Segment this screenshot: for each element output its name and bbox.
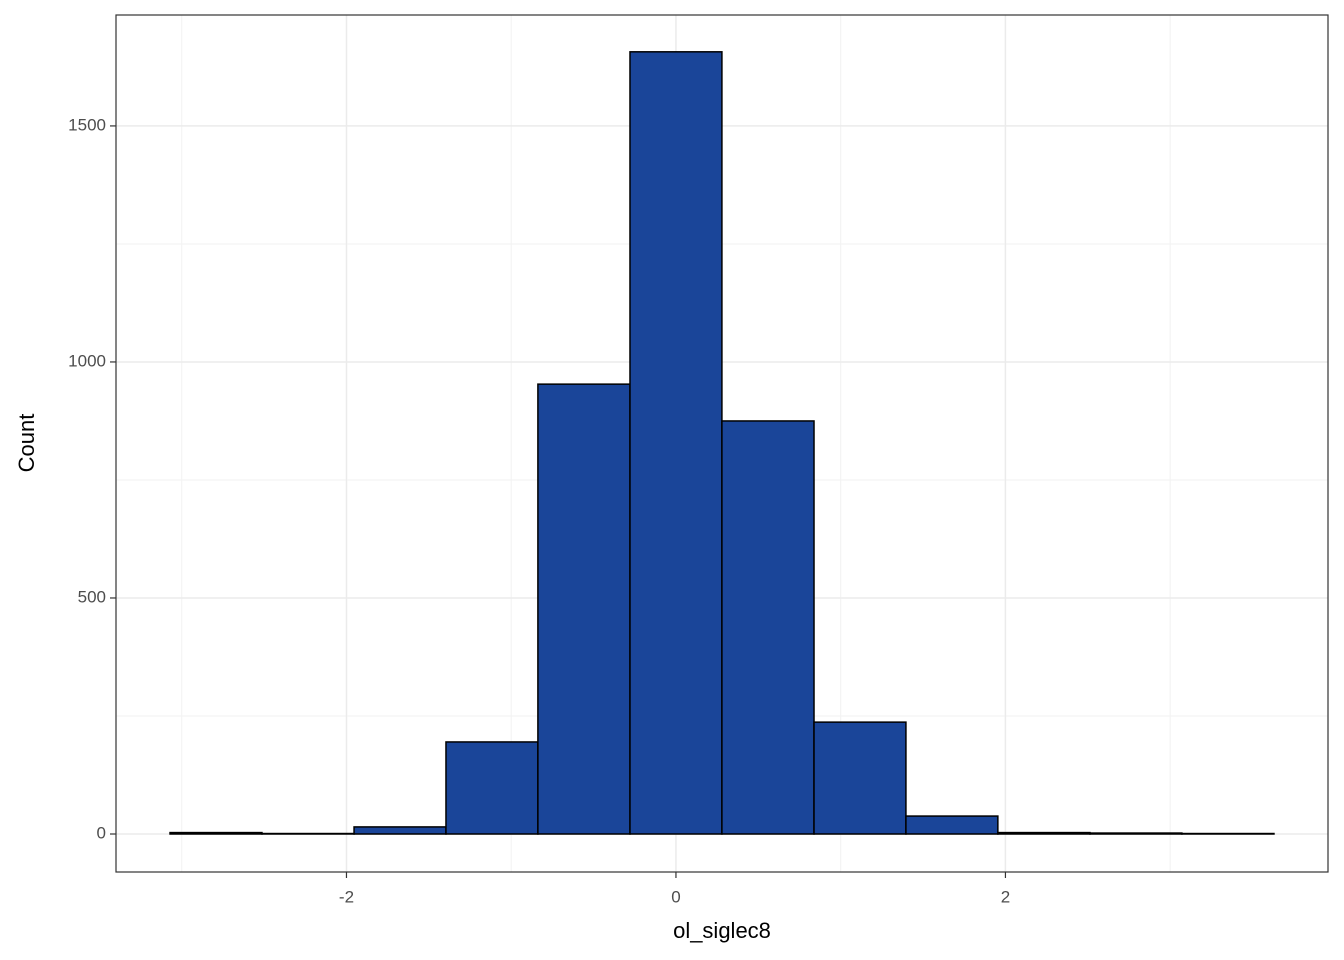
bar: [169, 831, 263, 835]
ticks: -2 0 2 0 500 1000 1500: [68, 115, 1010, 906]
y-tick-label: 1500: [68, 115, 106, 134]
bar: [537, 383, 631, 835]
y-tick-label: 1000: [68, 351, 106, 370]
bar: [353, 826, 447, 835]
bar: [997, 831, 1091, 835]
bar: [813, 721, 907, 835]
bars: [169, 51, 1275, 835]
bar: [721, 420, 815, 835]
y-axis-title: Count: [14, 414, 39, 473]
bar: [1089, 832, 1183, 835]
x-tick-label: -2: [339, 887, 354, 906]
panel-border: [115, 14, 1329, 873]
x-tick-label: 0: [671, 887, 680, 906]
y-tick-label: 500: [78, 587, 106, 606]
bar: [629, 51, 723, 835]
bar: [905, 815, 999, 835]
bar: [445, 741, 539, 835]
y-tick-label: 0: [97, 823, 106, 842]
x-tick-label: 2: [1001, 887, 1010, 906]
x-axis-title: ol_siglec8: [673, 918, 771, 943]
